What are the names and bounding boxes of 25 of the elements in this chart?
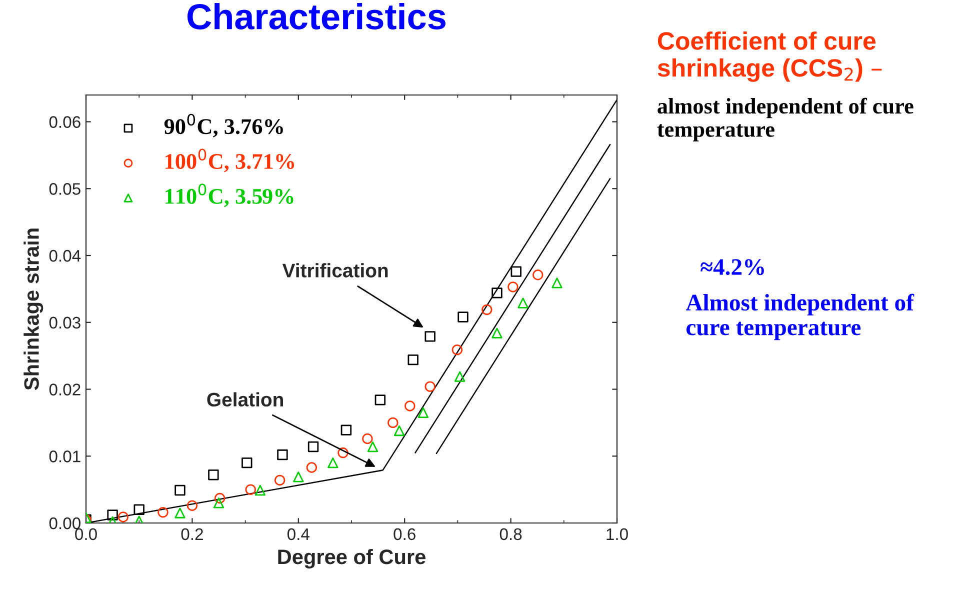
y-tick-label: 0.01 — [49, 450, 80, 462]
x-axis-title: Degree of Cure — [278, 548, 426, 568]
y-axis-title: Shrinkage strain — [24, 228, 44, 390]
y-tick-label: 0.05 — [49, 183, 80, 195]
x-tick-label: 0.4 — [287, 528, 310, 540]
x-tick-label: 0.8 — [500, 528, 522, 540]
y-tick-label: 0.02 — [49, 384, 80, 396]
text: ≈4.2% — [700, 259, 764, 276]
legend-label: 90$^{0}$C, 3.76% — [164, 114, 283, 138]
chart-title: Characteristics — [187, 2, 446, 30]
y-tick-label: 0.00 — [49, 517, 80, 530]
text: Almost independent of cure temperature — [686, 294, 914, 340]
x-tick-label: 0.6 — [394, 528, 416, 540]
x-tick-label: 0.0 — [75, 528, 97, 540]
y-tick-label: 0.03 — [49, 316, 80, 329]
x-tick-label: 1.0 — [606, 528, 628, 540]
legend-label: 110$^{0}$C, 3.59% — [166, 184, 294, 208]
y-tick-label: 0.06 — [49, 116, 80, 128]
annotation: Vitrification — [282, 263, 388, 278]
text: almost independent of cure temperature — [657, 98, 914, 142]
x-tick-label: 0.2 — [181, 528, 203, 540]
text: Coefficient of cure shrinkage (CCS$_{2}$) – — [658, 31, 882, 82]
legend-label: 100$^{0}$C, 3.71% — [166, 148, 294, 172]
y-tick-label: 0.04 — [49, 250, 81, 262]
annotation: Gelation — [207, 392, 283, 407]
